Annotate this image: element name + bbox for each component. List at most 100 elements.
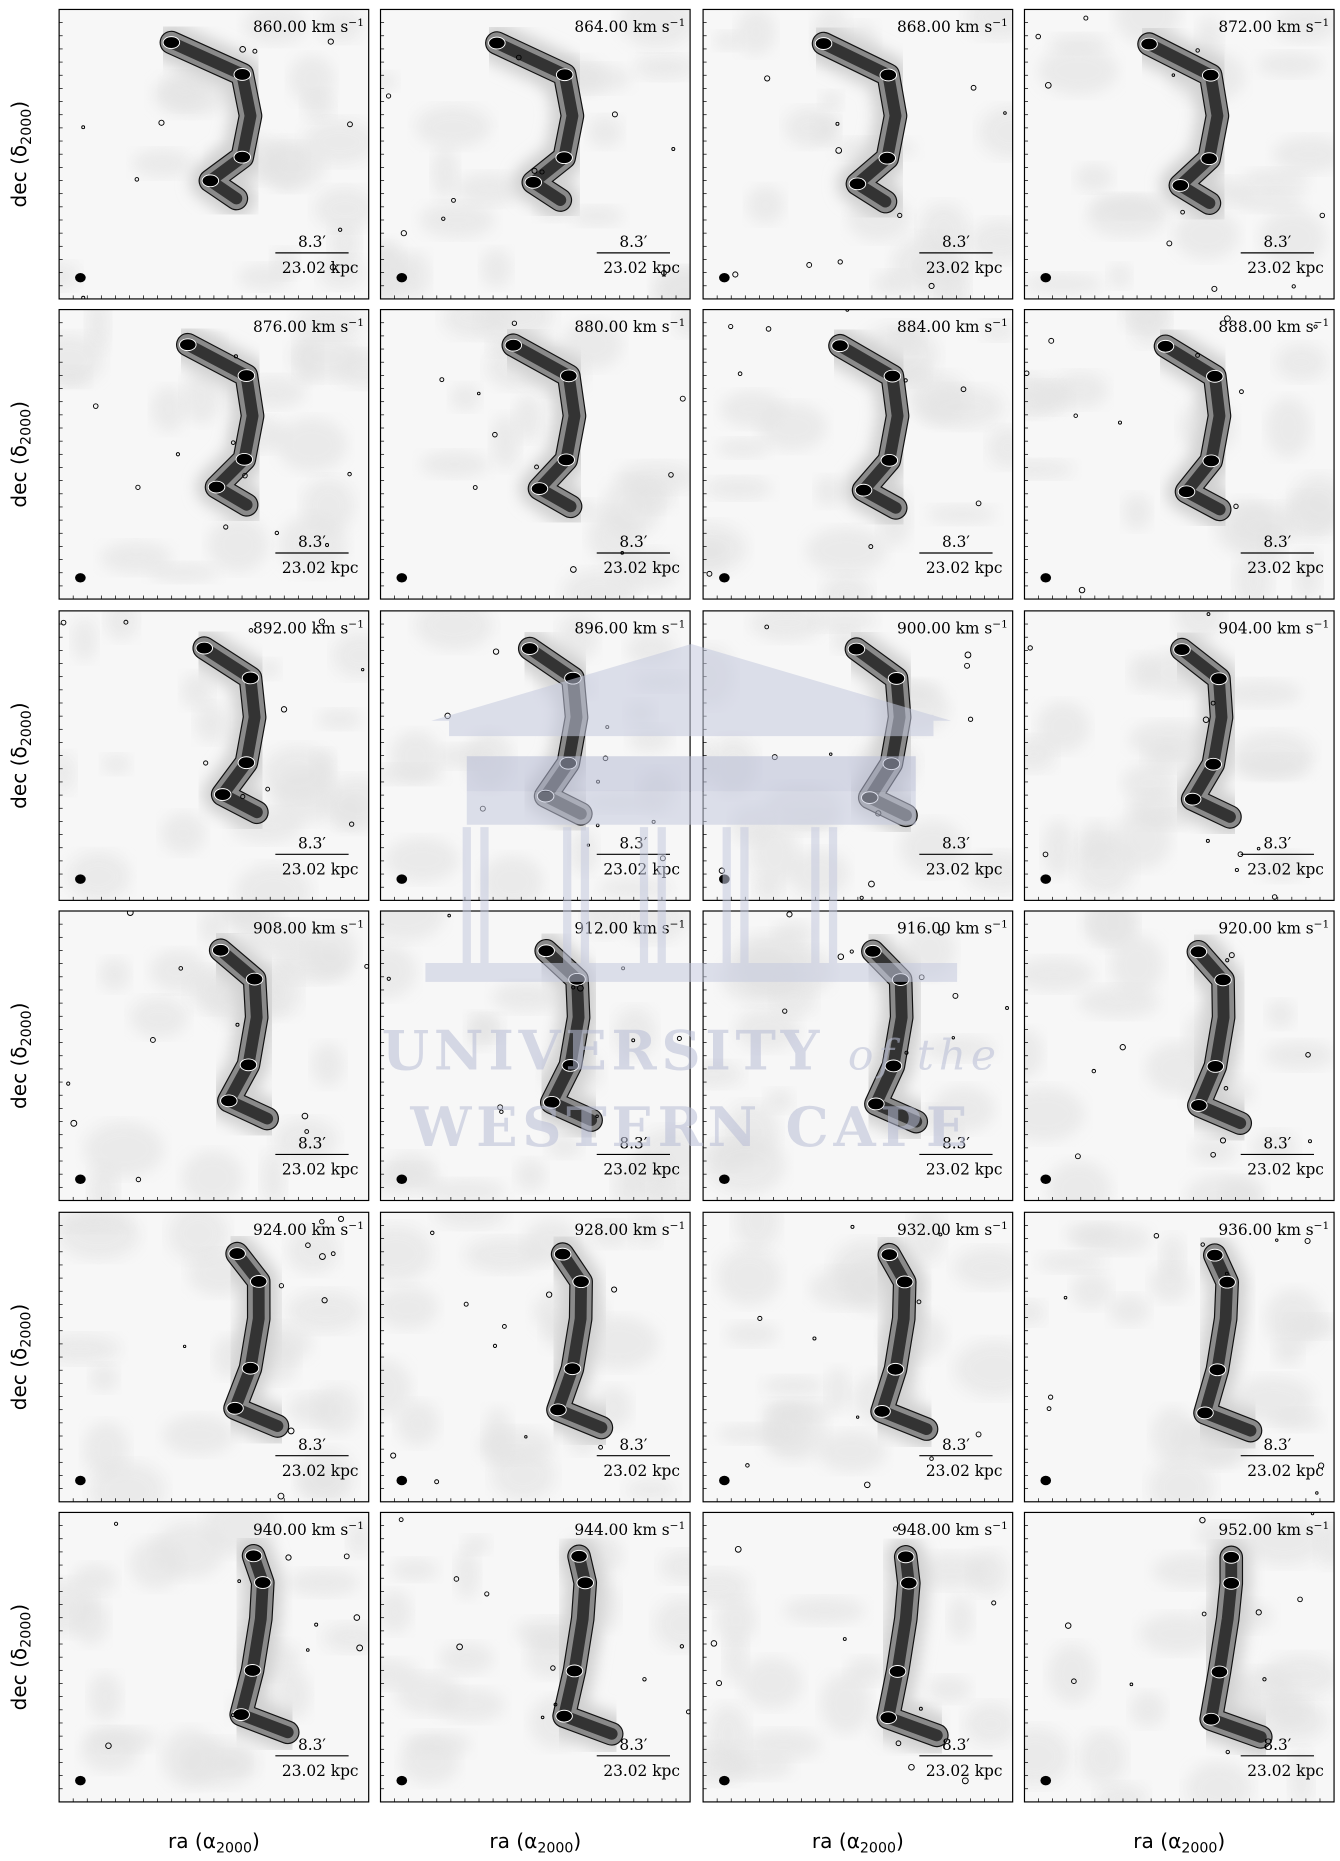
emission-peak <box>865 945 882 957</box>
noise <box>286 1569 360 1597</box>
channel-panel: 944.00 km s−18.3′23.02 kpc <box>354 1512 711 1801</box>
noise <box>718 1248 781 1306</box>
noise <box>385 837 458 882</box>
noise <box>762 1376 825 1396</box>
beam <box>1040 573 1051 582</box>
emission-peak <box>1207 370 1224 382</box>
noise <box>391 731 441 782</box>
emission-peak <box>901 1577 918 1589</box>
noise <box>322 1623 381 1653</box>
scale-angle: 8.3′ <box>298 533 326 551</box>
beam <box>396 1476 407 1485</box>
noise <box>287 1290 364 1332</box>
label-text: dec (δ <box>7 746 31 809</box>
velocity-exponent: −1 <box>1314 617 1330 630</box>
emission-peak <box>881 454 898 466</box>
channel-panel: 892.00 km s−18.3′23.02 kpc <box>52 600 390 918</box>
noise <box>333 632 387 678</box>
noise <box>390 1559 438 1582</box>
emission-peak <box>1184 793 1201 805</box>
scale-angle: 8.3′ <box>942 533 970 551</box>
scale-length: 23.02 kpc <box>282 860 359 878</box>
noise <box>1122 494 1151 530</box>
noise <box>822 574 872 616</box>
emission-peak <box>889 1666 906 1678</box>
velocity-label: 916.00 km s−1 <box>897 918 1008 938</box>
noise <box>964 1703 1017 1746</box>
velocity-label: 928.00 km s−1 <box>574 1219 685 1239</box>
scale-length: 23.02 kpc <box>603 1462 680 1480</box>
noise <box>927 505 997 524</box>
scale-angle: 8.3′ <box>1263 834 1291 852</box>
noise <box>483 1408 512 1467</box>
emission-peak <box>577 1577 594 1589</box>
label-subscript: 2000 <box>860 1841 896 1857</box>
beam <box>75 573 86 582</box>
emission-peak <box>573 1276 590 1288</box>
label-subscript: 2000 <box>19 1312 35 1348</box>
noise <box>455 1549 480 1599</box>
noise <box>208 517 269 572</box>
velocity-exponent: −1 <box>992 316 1008 329</box>
beam <box>1040 1174 1051 1183</box>
scale-angle: 8.3′ <box>298 1436 326 1454</box>
beam <box>719 573 730 582</box>
beam <box>75 273 86 282</box>
scale-length: 23.02 kpc <box>282 1160 359 1178</box>
beam <box>396 573 407 582</box>
label-text: ) <box>7 702 31 710</box>
emission-peak <box>531 483 548 495</box>
beam <box>1040 874 1051 883</box>
velocity-label: 920.00 km s−1 <box>1218 918 1329 938</box>
channel-panel: 948.00 km s−18.3′23.02 kpc <box>685 1512 1018 1801</box>
emission-peak <box>1190 946 1207 958</box>
emission-peak <box>888 673 905 685</box>
velocity-value: 880.00 km s <box>574 318 669 336</box>
emission-peak <box>521 643 538 655</box>
noise <box>302 90 335 122</box>
beam <box>719 1776 730 1785</box>
velocity-exponent: −1 <box>1314 16 1330 29</box>
velocity-exponent: −1 <box>348 1219 364 1232</box>
scale-angle: 8.3′ <box>942 834 970 852</box>
emission-peak <box>244 1664 261 1676</box>
y-axis-label: dec (δ2000) <box>7 1304 35 1411</box>
y-axis-label: dec (δ2000) <box>7 401 35 508</box>
noise <box>1048 33 1109 53</box>
noise <box>450 384 481 412</box>
panel-image <box>35 297 397 599</box>
emission-peak <box>233 1709 250 1721</box>
emission-peak <box>848 643 865 655</box>
emission-peak <box>556 152 573 164</box>
noise <box>805 527 887 573</box>
emission-peak <box>879 152 896 164</box>
noise <box>72 618 97 661</box>
noise <box>1262 1654 1339 1697</box>
scale-length: 23.02 kpc <box>1247 1762 1324 1780</box>
scale-length: 23.02 kpc <box>282 1762 359 1780</box>
label-text: ) <box>7 101 31 109</box>
noise <box>1108 264 1132 289</box>
emission-peak <box>849 178 866 190</box>
noise <box>747 186 785 224</box>
noise <box>311 1043 344 1087</box>
label-subscript: 2000 <box>216 1841 252 1857</box>
emission-peak <box>214 789 231 801</box>
velocity-value: 916.00 km s <box>897 919 992 937</box>
beam <box>396 273 407 282</box>
velocity-label: 944.00 km s−1 <box>574 1519 685 1539</box>
beam <box>719 1476 730 1485</box>
velocity-value: 884.00 km s <box>897 318 992 336</box>
scale-length: 23.02 kpc <box>603 1762 680 1780</box>
scale-length: 23.02 kpc <box>1247 559 1324 577</box>
velocity-label: 936.00 km s−1 <box>1218 1219 1329 1239</box>
velocity-value: 920.00 km s <box>1218 919 1313 937</box>
noise <box>1110 935 1163 995</box>
noise <box>323 777 390 831</box>
label-subscript: 2000 <box>19 109 35 145</box>
emission-peak <box>887 1363 904 1375</box>
label-text: dec (δ <box>7 1348 31 1411</box>
noise <box>1149 1264 1190 1302</box>
emission-peak <box>236 453 253 465</box>
emission-peak <box>238 370 255 382</box>
